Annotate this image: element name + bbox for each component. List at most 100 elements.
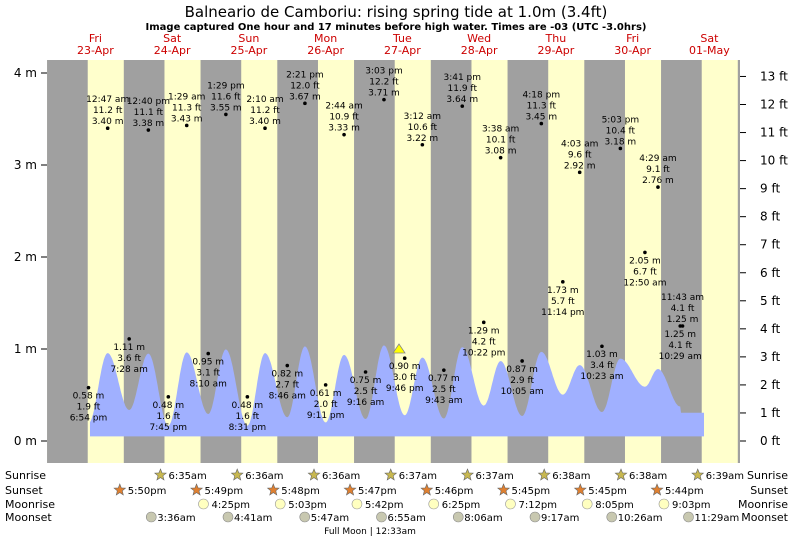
extreme-label-line: 1.9 ft <box>77 403 101 413</box>
moonset-icon <box>606 511 618 523</box>
extreme-dot <box>402 356 407 361</box>
extreme-label-line: 3.22 m <box>407 134 439 144</box>
extreme-label-line: 1.6 ft <box>236 412 260 422</box>
y-right-tick-label: 11 ft <box>760 126 788 140</box>
day-label-dow: Tue <box>392 32 412 45</box>
extreme-label-line: 2.9 ft <box>510 376 534 386</box>
chart-subtitle: Image captured One hour and 17 minutes b… <box>146 22 647 33</box>
sunset-icon <box>573 483 587 496</box>
sunset-icon <box>420 483 434 496</box>
extreme-label-line: 1:29 pm <box>207 81 245 91</box>
y-left-tick-label: 1 m <box>14 342 37 356</box>
extreme-label-line: 1.03 m <box>586 350 618 360</box>
extreme-label-line: 11.2 ft <box>93 106 123 116</box>
extreme-label-line: 0.82 m <box>271 370 303 380</box>
extreme-label-line: 0.48 m <box>152 401 184 411</box>
extreme-label-line: 2.05 m <box>629 256 661 266</box>
extreme-label-line: 0.87 m <box>506 365 538 375</box>
extreme-label-line: 3.4 ft <box>590 361 614 371</box>
moonrise-icon <box>198 498 209 510</box>
moonrise-time: 5:42pm <box>365 500 404 511</box>
extreme-label-line: 10.9 ft <box>329 113 359 123</box>
extreme-label-line: 11.2 ft <box>250 106 280 116</box>
moonset-icon <box>529 511 541 523</box>
sunset-icon <box>113 483 127 496</box>
footer-row-label-left: Moonrise <box>5 498 55 511</box>
extreme-label-line: 10:23 am <box>580 372 623 382</box>
extreme-label-line: 10.1 ft <box>486 136 516 146</box>
extreme-dot <box>656 185 660 189</box>
moonset-icon <box>222 511 234 523</box>
extreme-label-line: 1.11 m <box>113 343 145 353</box>
extreme-dot <box>285 363 290 368</box>
extreme-label-line: 9:43 am <box>425 396 462 406</box>
night-band <box>737 60 740 463</box>
y-left-tick-label: 0 m <box>14 434 37 448</box>
moonrise-time: 7:12pm <box>518 500 557 511</box>
current-tide-marker <box>392 343 406 354</box>
extreme-label: 0.48 m1.6 ft7:45 pm <box>150 401 188 433</box>
sunrise-time: 6:38am <box>629 471 667 482</box>
extreme-label: 4:29 am9.1 ft2.76 m <box>639 154 676 186</box>
extreme-label-line: 3.38 m <box>133 119 165 129</box>
extreme-label-line: 10.4 ft <box>606 126 636 136</box>
extreme-label-line: 0.48 m <box>232 401 264 411</box>
extreme-label-line: 1.29 m <box>468 326 500 336</box>
extreme-dot <box>146 128 151 132</box>
extreme-dot <box>600 344 604 349</box>
moonrise-icon <box>505 498 516 510</box>
extreme-label-line: 8:31 pm <box>229 423 267 433</box>
y-left-tick-label: 3 m <box>14 158 37 172</box>
moonrise-icon <box>274 498 286 510</box>
extreme-label-line: 11:43 am <box>661 293 704 303</box>
extreme-label: 0.75 m2.5 ft9:16 am <box>347 376 384 408</box>
y-right-tick-label: 3 ft <box>760 350 780 364</box>
moonset-icon <box>683 511 694 523</box>
extreme-dot <box>520 359 524 363</box>
extreme-label-line: 9:11 pm <box>307 411 345 421</box>
y-right-tick-label: 7 ft <box>760 238 780 252</box>
y-right-tick-label: 9 ft <box>760 182 780 196</box>
extreme-label-line: 1.6 ft <box>156 412 180 422</box>
extreme-label-line: 5.7 ft <box>551 297 575 307</box>
extreme-dot <box>481 320 486 325</box>
extreme-label-line: 3.0 ft <box>393 373 417 383</box>
y-left-tick-label: 4 m <box>14 66 37 80</box>
footer-row-label-right: Sunrise <box>747 469 788 482</box>
day-label-date: 27-Apr <box>384 44 421 57</box>
extreme-label-line: 3.1 ft <box>196 369 220 379</box>
sunset-icon <box>190 483 204 496</box>
extreme-label-line: 11.9 ft <box>448 84 478 94</box>
moonset-time: 4:41am <box>234 513 272 524</box>
moonrise-icon <box>658 498 670 510</box>
day-label-dow: Sun <box>238 32 259 45</box>
extreme-label-line: 3.33 m <box>328 124 360 134</box>
extreme-label-line: 4:29 am <box>639 154 676 164</box>
extreme-label-line: 3.08 m <box>485 147 517 157</box>
extreme-label-line: 8:10 am <box>190 380 227 390</box>
extreme-label-line: 2.0 ft <box>314 400 338 410</box>
sunrise-icon <box>384 468 398 481</box>
footer-row-label-right: Moonset <box>741 511 788 524</box>
moonset-time: 10:26am <box>618 513 663 524</box>
extreme-dot <box>206 351 211 356</box>
extreme-label-line: 12.0 ft <box>290 81 320 91</box>
sunset-icon <box>497 483 511 496</box>
extreme-dot <box>245 395 250 399</box>
extreme-label-line: 7:28 am <box>110 365 147 375</box>
extreme-dot <box>166 395 171 399</box>
extreme-label-line: 2.7 ft <box>275 381 299 391</box>
extreme-dot <box>577 170 582 175</box>
extreme-label-line: 10:05 am <box>501 387 544 397</box>
day-label-dow: Thu <box>545 32 567 45</box>
